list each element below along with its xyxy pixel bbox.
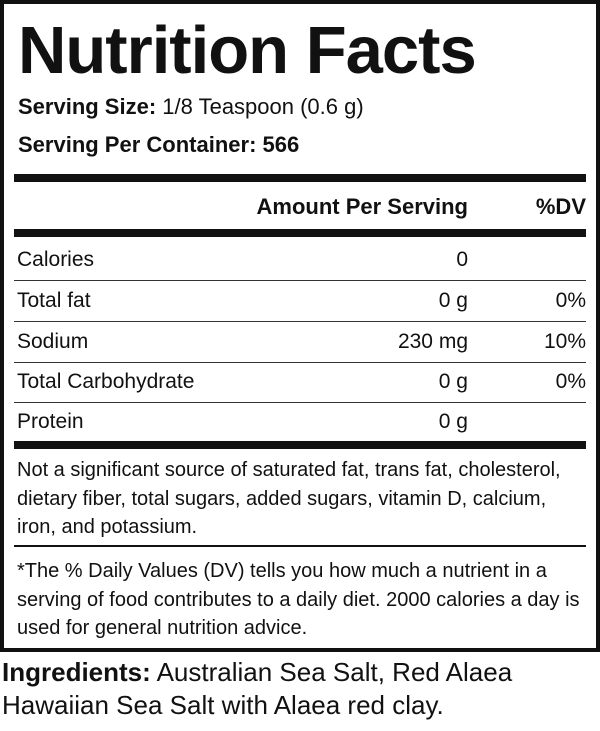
- panel-title: Nutrition Facts: [18, 13, 477, 88]
- table-row: Sodium 230 mg 10%: [14, 322, 586, 363]
- nutrient-amount: 0 g: [438, 410, 468, 433]
- nutrient-amount: 0 g: [438, 370, 468, 393]
- nutrient-name: Total fat: [17, 289, 91, 312]
- nutrient-dv: 0%: [555, 370, 586, 393]
- amount-header: Amount Per Serving: [256, 194, 468, 219]
- table-row: Total Carbohydrate 0 g 0%: [14, 362, 586, 403]
- not-significant-note: Not a significant source of saturated fa…: [17, 459, 561, 538]
- divider-thick: [14, 174, 586, 182]
- divider-thick: [14, 441, 586, 449]
- nutrient-name: Protein: [17, 410, 84, 433]
- nutrient-name: Calories: [17, 248, 95, 271]
- divider-thin: [14, 545, 586, 547]
- servings-label: Serving Per Container:: [18, 132, 257, 157]
- nutrient-dv: 0%: [555, 289, 586, 312]
- divider-thick: [14, 229, 586, 237]
- ingredients-value: Australian Sea Salt, Red Alaea Hawaiian …: [2, 657, 513, 720]
- nutrient-dv: 10%: [543, 330, 586, 353]
- daily-value-footnote: *The % Daily Values (DV) tells you how m…: [17, 560, 580, 639]
- ingredients: Ingredients: Australian Sea Salt, Red Al…: [2, 656, 598, 722]
- nutrient-name: Total Carbohydrate: [17, 370, 195, 393]
- ingredients-label: Ingredients:: [2, 657, 151, 687]
- table-row: Protein 0 g: [14, 402, 586, 442]
- dv-header: %DV: [535, 194, 586, 219]
- nutrient-amount: 0: [456, 248, 468, 271]
- serving-size-label: Serving Size:: [18, 94, 157, 119]
- servings-value: 566: [262, 132, 300, 157]
- serving-size-value: 1/8 Teaspoon (0.6 g): [162, 94, 364, 119]
- nutrient-name: Sodium: [17, 330, 89, 353]
- servings-per-container: Serving Per Container: 566: [18, 132, 299, 158]
- nutrient-amount: 230 mg: [397, 330, 468, 353]
- table-row: Total fat 0 g 0%: [14, 281, 586, 322]
- nutrient-amount: 0 g: [438, 289, 468, 312]
- serving-size: Serving Size: 1/8 Teaspoon (0.6 g): [18, 94, 364, 120]
- table-row: Calories 0: [14, 240, 586, 281]
- nutrition-facts-panel: Nutrition Facts Serving Size: 1/8 Teaspo…: [0, 0, 600, 652]
